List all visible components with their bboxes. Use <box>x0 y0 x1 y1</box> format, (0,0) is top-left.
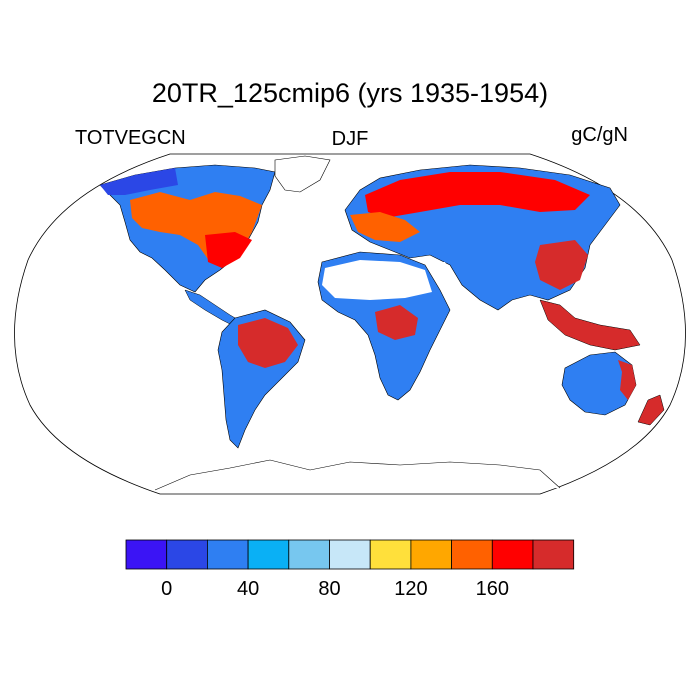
colorbar-swatch <box>125 539 168 570</box>
east-asia-red <box>535 240 588 290</box>
colorbar-swatch <box>206 539 249 570</box>
colorbar-swatch <box>451 539 493 570</box>
colorbar-tick-label: 160 <box>476 578 509 600</box>
colorbar: 0 40 80 120 160 <box>125 539 575 600</box>
variable-label: TOTVEGCN <box>75 127 186 149</box>
alaska <box>100 168 178 195</box>
congo-red <box>375 305 418 340</box>
colorbar-swatch <box>329 539 371 570</box>
africa <box>317 251 451 401</box>
colorbar-tick-label: 40 <box>237 578 259 600</box>
australia-east-red <box>618 360 636 400</box>
greenland <box>274 155 331 193</box>
north-america <box>99 155 331 329</box>
colorbar-swatch <box>247 539 290 570</box>
australia-land <box>561 351 637 416</box>
colorbar-swatch <box>491 539 534 570</box>
sahara <box>322 260 432 300</box>
amazon <box>238 318 298 368</box>
colorbar-tick-label: 80 <box>318 578 340 600</box>
antarctica-coast <box>154 459 561 491</box>
colorbar-swatch <box>288 539 330 570</box>
colorbar-swatch <box>166 539 208 570</box>
colorbar-tick-label: 0 <box>161 578 172 600</box>
south-america <box>217 309 306 449</box>
north-america-east-red <box>205 232 252 268</box>
siberia-red <box>365 172 590 218</box>
colorbar-swatch <box>532 539 575 570</box>
colorbar-swatch <box>410 539 452 570</box>
colorbar-tick-label: 120 <box>394 578 427 600</box>
southeast-asia <box>539 299 641 351</box>
australia <box>561 351 665 426</box>
units-label: gC/gN <box>571 124 628 146</box>
eurasia <box>344 164 641 351</box>
colorbar-swatch <box>369 539 412 570</box>
europe-orange <box>350 212 420 242</box>
season-label: DJF <box>331 128 369 150</box>
new-zealand <box>637 394 665 426</box>
map-title: 20TR_125cmip6 (yrs 1935-1954) <box>151 78 549 108</box>
